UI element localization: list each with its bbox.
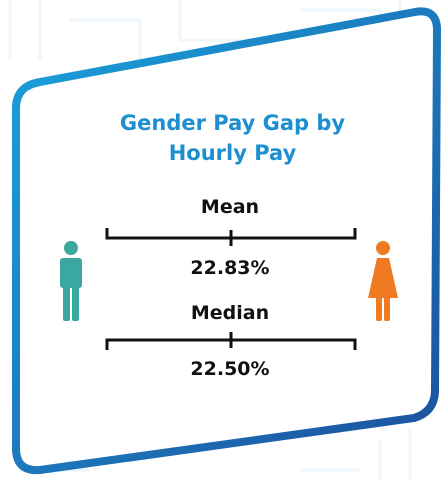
- title: Gender Pay Gap by Hourly Pay: [119, 111, 346, 165]
- background-pattern: [8, 0, 412, 480]
- metric-label: Median: [190, 302, 270, 324]
- card: [12, 7, 442, 475]
- female-icon: [368, 241, 398, 321]
- metric-value: 22.50%: [190, 358, 270, 380]
- metric-value: 22.83%: [190, 257, 270, 279]
- median-bracket: [105, 332, 357, 350]
- metric-label: Mean: [200, 196, 260, 218]
- male-icon: [60, 241, 82, 321]
- mean-bracket: [105, 228, 357, 246]
